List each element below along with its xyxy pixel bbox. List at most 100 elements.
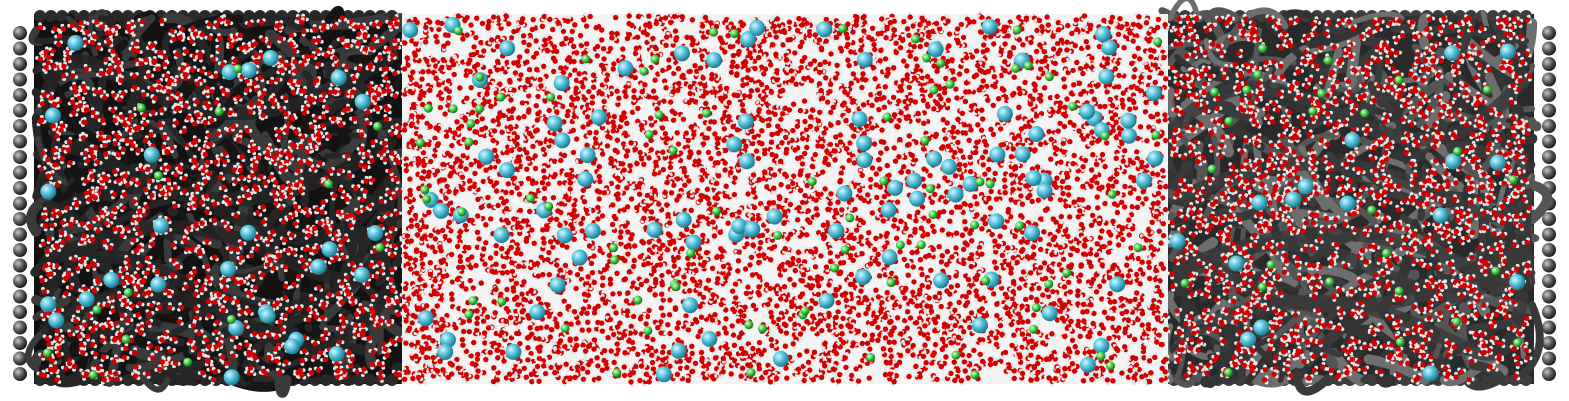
electrode-atom: [1542, 119, 1556, 133]
anion: [561, 324, 570, 333]
anion: [986, 180, 995, 189]
electrode-atom: [1542, 42, 1556, 56]
cation: [882, 249, 898, 265]
anion: [922, 54, 931, 63]
anion: [639, 67, 648, 76]
cation: [739, 153, 755, 169]
anion: [457, 208, 466, 217]
anion: [526, 194, 535, 203]
anion: [1483, 85, 1492, 94]
anion: [1382, 249, 1391, 258]
cation: [856, 152, 872, 168]
anion: [758, 324, 767, 333]
cation: [972, 317, 988, 333]
anion: [1208, 165, 1217, 174]
cation: [310, 259, 326, 275]
anion: [1324, 56, 1333, 65]
electrode-atom: [1542, 274, 1556, 288]
cation: [1500, 44, 1516, 60]
cation: [836, 186, 852, 202]
anion: [124, 288, 133, 297]
anion: [1062, 268, 1071, 277]
anion: [475, 104, 484, 113]
cation: [988, 213, 1004, 229]
cation: [499, 162, 515, 178]
cation: [494, 227, 510, 243]
cation: [948, 187, 964, 203]
anion: [808, 177, 817, 186]
anion: [464, 310, 473, 319]
cation: [284, 338, 300, 354]
electrode-atom: [13, 135, 27, 149]
cation: [1015, 146, 1031, 162]
cation: [580, 147, 596, 163]
anion: [497, 297, 506, 306]
anion: [1044, 280, 1053, 289]
anion: [1015, 221, 1024, 230]
anion: [926, 184, 935, 193]
electrode-atom: [13, 259, 27, 273]
cation: [1026, 170, 1042, 186]
electrode-atom: [13, 150, 27, 164]
anion: [1453, 147, 1462, 156]
cation: [40, 184, 56, 200]
anion: [1308, 107, 1317, 116]
cation: [1109, 276, 1125, 292]
cation: [676, 212, 692, 228]
cation: [1240, 332, 1256, 348]
electrode-atom: [1542, 73, 1556, 87]
cation: [1253, 320, 1269, 336]
electrode-atom: [1542, 228, 1556, 242]
anion: [1045, 72, 1054, 81]
cation: [997, 106, 1013, 122]
electrode-atom: [1542, 305, 1556, 319]
anion: [970, 221, 979, 230]
electrode-atom: [13, 197, 27, 211]
electrode-atom: [1542, 290, 1556, 304]
anion: [1258, 44, 1267, 53]
cation: [48, 312, 64, 328]
cation: [881, 202, 897, 218]
cation: [499, 40, 515, 56]
anion: [454, 26, 463, 35]
anion: [773, 231, 782, 240]
anion: [655, 110, 664, 119]
electrode-atom: [13, 228, 27, 242]
anion: [465, 138, 474, 147]
anion: [643, 326, 652, 335]
left-electrode-wall: [13, 26, 27, 381]
cation: [701, 331, 717, 347]
electrode-atom: [1542, 259, 1556, 273]
anion: [1509, 175, 1518, 184]
anion: [845, 213, 854, 222]
cation: [941, 159, 957, 175]
cation: [437, 344, 453, 360]
cation: [906, 173, 922, 189]
cation: [671, 343, 687, 359]
anion: [645, 130, 654, 139]
anion: [449, 104, 458, 113]
cation: [577, 171, 593, 187]
cation: [887, 180, 903, 196]
cation: [331, 70, 347, 86]
cation: [67, 35, 83, 51]
cation: [354, 267, 370, 283]
anion: [976, 177, 985, 186]
cation: [529, 304, 545, 320]
electrode-atom: [13, 243, 27, 257]
cation: [828, 223, 844, 239]
anion: [546, 93, 555, 102]
cation: [1121, 113, 1137, 129]
cation: [1340, 196, 1356, 212]
electrode-atom: [1542, 150, 1556, 164]
anion: [946, 80, 955, 89]
cation: [933, 273, 949, 289]
anion: [747, 368, 756, 377]
cation: [1093, 338, 1109, 354]
cation: [855, 269, 871, 285]
cation: [478, 149, 494, 165]
cation: [617, 60, 633, 76]
electrode-atom: [1542, 367, 1556, 381]
cation: [585, 223, 601, 239]
cation: [591, 109, 607, 125]
